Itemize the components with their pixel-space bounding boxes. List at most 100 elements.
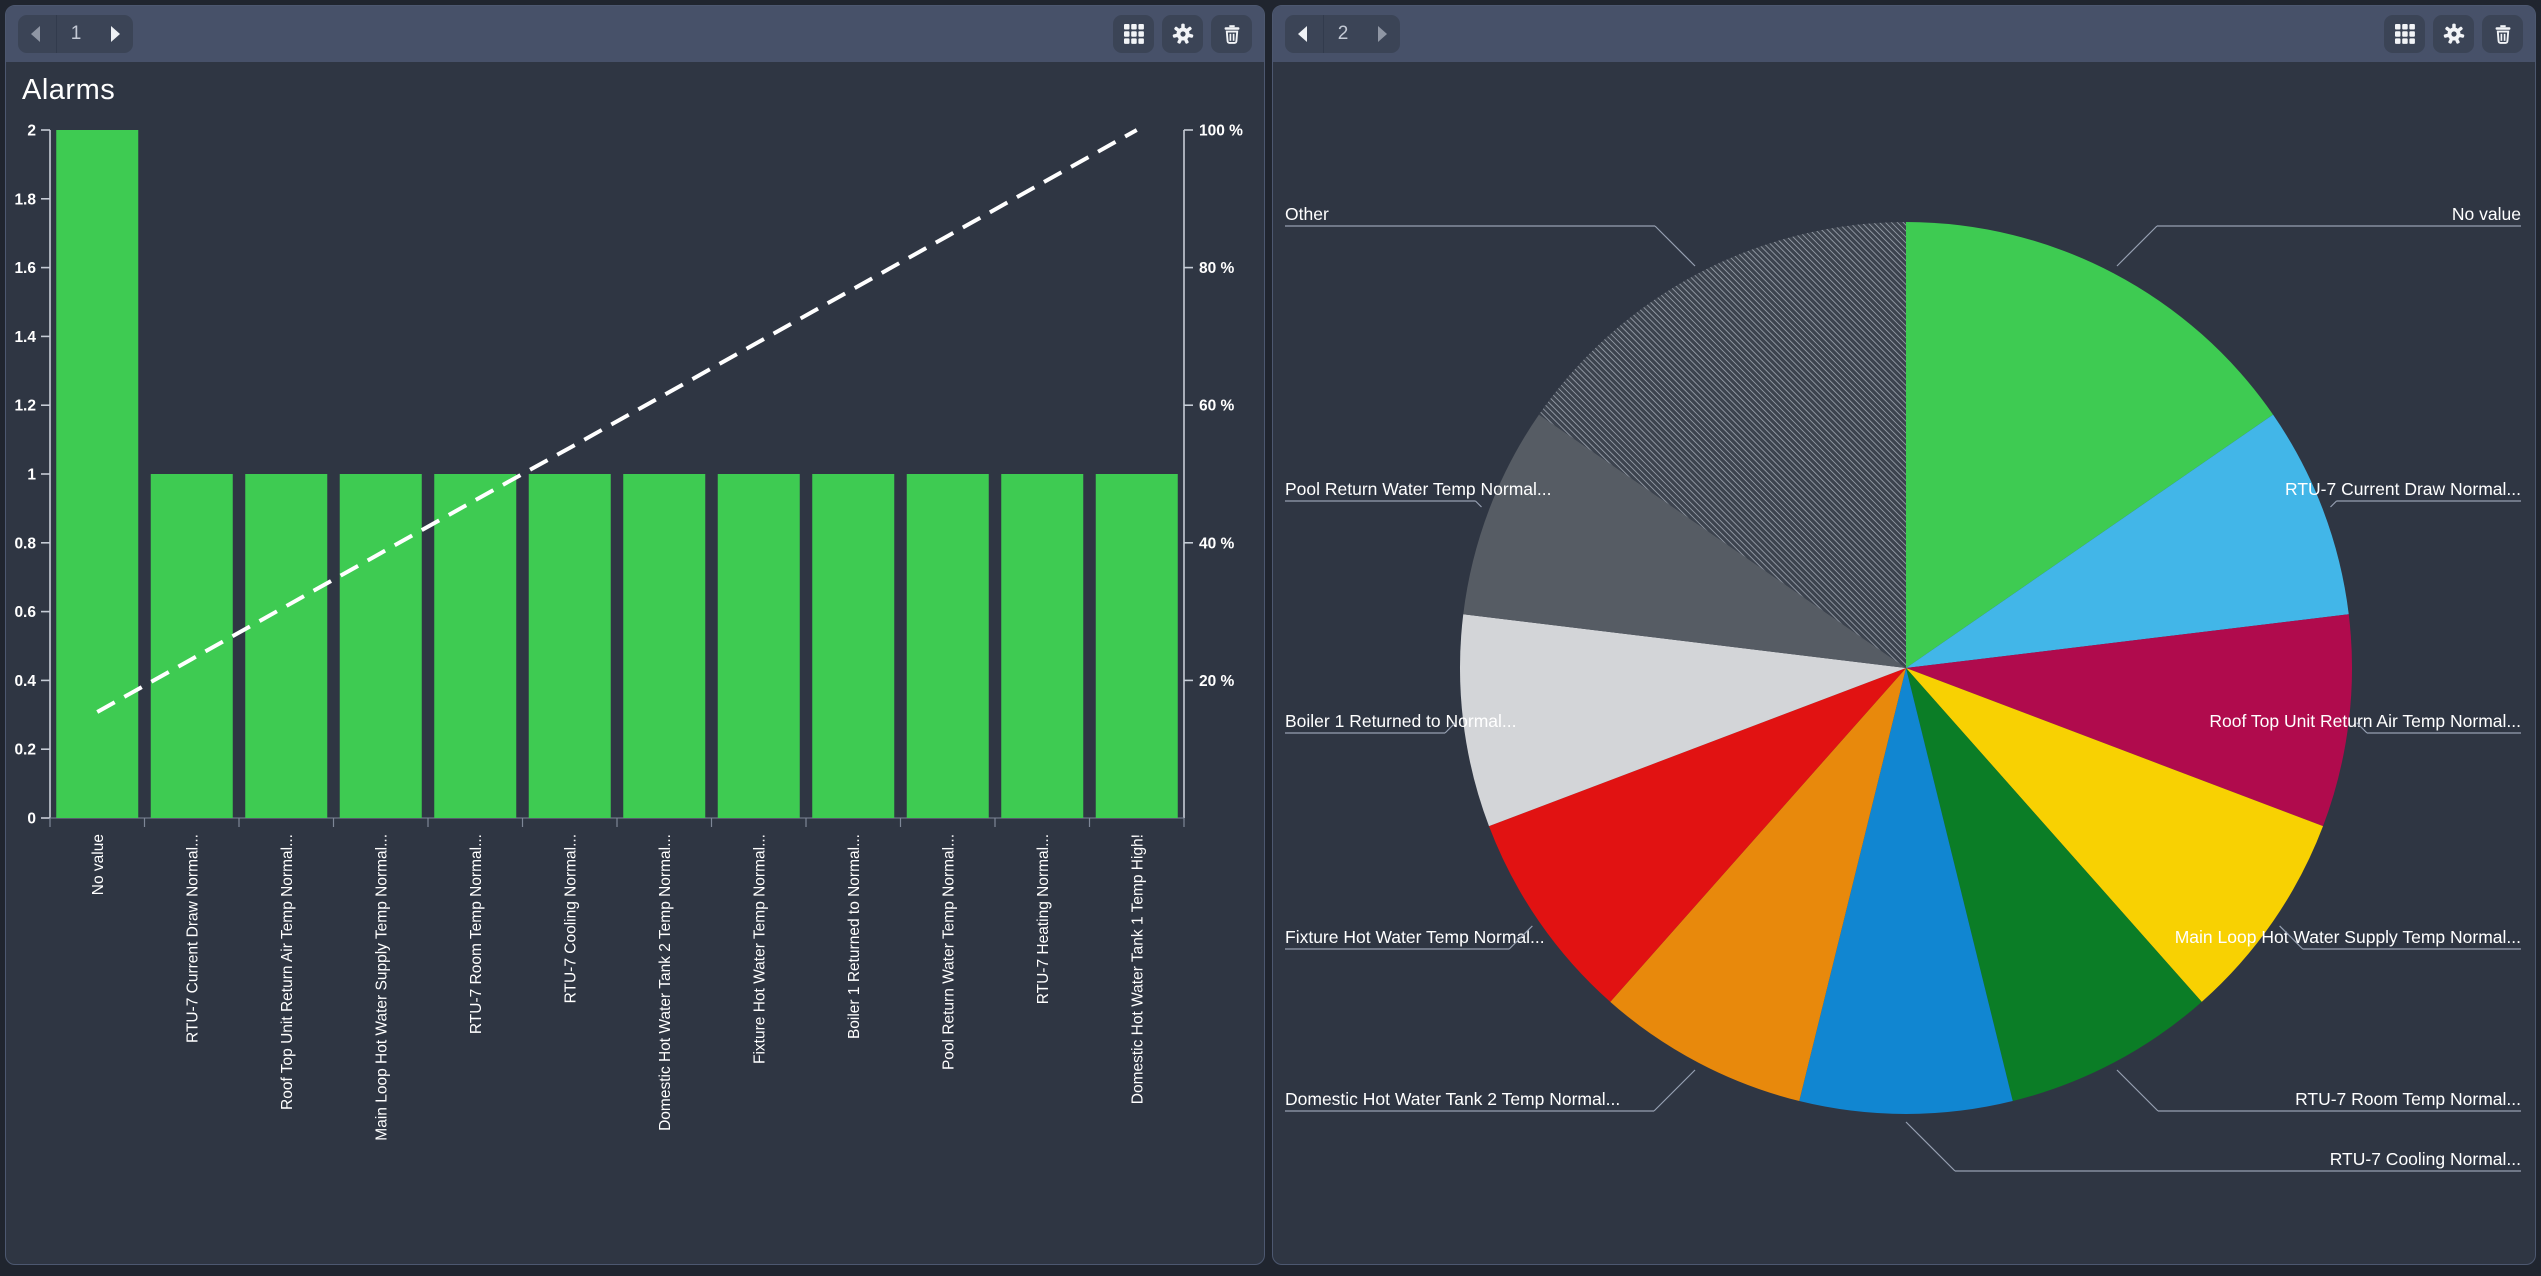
label-leader-line — [1475, 500, 1482, 508]
percent-axis-label: 20 % — [1199, 673, 1235, 690]
grid-icon — [2394, 24, 2415, 44]
x-axis-label: Domestic Hot Water Tank 2 Temp Normal... — [657, 834, 674, 1131]
settings-button[interactable] — [2433, 15, 2474, 53]
prev-page-button[interactable] — [18, 15, 56, 53]
y-axis-label: 0.8 — [14, 535, 36, 552]
bar-chart-area: Alarms 0 0.2 0.4 0.6 0.8 1 1.2 1.4 1.6 1.8 2 20 % 40… — [6, 62, 1264, 1264]
x-axis-label: Pool Return Water Temp Normal... — [940, 834, 957, 1070]
bar[interactable] — [150, 474, 233, 818]
pie-slice-label[interactable]: Domestic Hot Water Tank 2 Temp Normal... — [1285, 1089, 1620, 1109]
pie-slice-label[interactable]: RTU-7 Current Draw Normal... — [2285, 479, 2521, 499]
label-leader-line — [1654, 225, 1696, 267]
bar[interactable] — [1001, 474, 1084, 818]
settings-button[interactable] — [1162, 15, 1203, 53]
pie-slice[interactable] — [1460, 614, 1906, 827]
chevron-left-icon — [31, 26, 40, 42]
pareto-chart[interactable]: 0 0.2 0.4 0.6 0.8 1 1.2 1.4 1.6 1.8 2 20 % 40 % 60 % 8… — [6, 62, 1262, 1262]
label-leader-line — [2116, 225, 2158, 267]
cumulative-line[interactable] — [96, 128, 1138, 714]
page-number: 1 — [56, 15, 95, 53]
page-number: 2 — [1323, 15, 1362, 53]
gear-icon — [1172, 23, 1193, 44]
pie-slice-label[interactable]: No value — [2452, 204, 2521, 224]
y-axis-label: 0 — [27, 811, 36, 828]
delete-widget-button[interactable] — [2482, 15, 2523, 53]
pie-slice-label[interactable]: RTU-7 Room Temp Normal... — [2295, 1089, 2521, 1109]
x-axis-label: RTU-7 Current Draw Normal... — [184, 834, 201, 1043]
pie-slice-label[interactable]: Boiler 1 Returned to Normal... — [1285, 711, 1517, 731]
label-leader-line — [1653, 1069, 1696, 1112]
label-leader-line — [1508, 925, 1533, 950]
pie-chart-area: No value RTU-7 Current Draw Normal... Roof… — [1273, 62, 2535, 1264]
pie-chart[interactable]: No value RTU-7 Current Draw Normal... Roof… — [1273, 62, 2533, 1262]
trash-icon — [1224, 25, 1239, 44]
bar[interactable] — [245, 474, 328, 818]
pie-slice[interactable] — [1906, 668, 2202, 1102]
bar[interactable] — [528, 474, 611, 818]
panel-toolbar: 2 — [1273, 6, 2535, 62]
chevron-right-icon — [1378, 26, 1387, 42]
y-axis-label: 1.4 — [14, 329, 36, 346]
pie-slice[interactable] — [1463, 414, 1906, 668]
pie-slice[interactable] — [1906, 414, 2349, 668]
x-axis-label: RTU-7 Cooling Normal... — [562, 834, 579, 1003]
next-page-button[interactable] — [95, 15, 133, 53]
chevron-right-icon — [111, 26, 120, 42]
pie-slice[interactable] — [1906, 222, 2274, 668]
percent-axis-label: 100 % — [1199, 123, 1243, 140]
x-axis-label: No value — [90, 834, 107, 895]
chevron-left-icon — [1298, 26, 1307, 42]
pie-slice[interactable] — [1799, 668, 2013, 1115]
bar[interactable] — [434, 474, 517, 818]
percent-axis-label: 40 % — [1199, 535, 1235, 552]
bar[interactable] — [1095, 474, 1178, 818]
pie-slice-label[interactable]: Pool Return Water Temp Normal... — [1285, 479, 1551, 499]
bar[interactable] — [717, 474, 800, 818]
prev-page-button[interactable] — [1285, 15, 1323, 53]
chart-title: Alarms — [22, 74, 116, 106]
delete-widget-button[interactable] — [1211, 15, 1252, 53]
bar[interactable] — [56, 130, 139, 818]
label-leader-line — [1444, 722, 1456, 734]
toolbar-icons — [1113, 15, 1252, 53]
pie-slice[interactable] — [1906, 668, 2324, 1002]
pie-slice[interactable] — [1906, 614, 2352, 827]
y-axis-label: 1.6 — [14, 260, 36, 277]
grid-icon — [1123, 24, 1144, 44]
pager: 1 — [18, 15, 133, 53]
x-axis-label: Boiler 1 Returned to Normal... — [846, 834, 863, 1039]
bar[interactable] — [812, 474, 895, 818]
pie-slice-label[interactable]: Other — [1285, 204, 1329, 224]
pie-slice-label[interactable]: Main Loop Hot Water Supply Temp Normal..… — [2175, 927, 2521, 947]
bar[interactable] — [623, 474, 706, 818]
alarms-bar-panel: 1 — [5, 5, 1265, 1265]
toolbar-icons — [2384, 15, 2523, 53]
y-axis-label: 1 — [27, 467, 36, 484]
trash-icon — [2495, 25, 2510, 44]
percent-axis-label: 60 % — [1199, 398, 1235, 415]
bar[interactable] — [339, 474, 422, 818]
pie-slice[interactable] — [1488, 668, 1906, 1002]
panel-toolbar: 1 — [6, 6, 1264, 62]
percent-axis-label: 80 % — [1199, 260, 1235, 277]
label-leader-line — [2279, 925, 2304, 950]
x-axis-label: Roof Top Unit Return Air Temp Normal... — [279, 834, 296, 1110]
label-leader-line — [2330, 500, 2337, 508]
next-page-button[interactable] — [1362, 15, 1400, 53]
x-axis-label: Domestic Hot Water Tank 1 Temp High! — [1129, 834, 1146, 1104]
gear-icon — [2443, 23, 2464, 44]
x-axis-label: Main Loop Hot Water Supply Temp Normal..… — [373, 834, 390, 1141]
pie-slice[interactable] — [1610, 668, 1906, 1102]
pie-slice-label[interactable]: RTU-7 Cooling Normal... — [2330, 1149, 2521, 1169]
grid-view-button[interactable] — [2384, 15, 2425, 53]
y-axis-label: 0.4 — [14, 673, 36, 690]
pie-slice-label[interactable]: Fixture Hot Water Temp Normal... — [1285, 927, 1545, 947]
grid-view-button[interactable] — [1113, 15, 1154, 53]
pie-slice[interactable] — [1538, 222, 1906, 668]
pie-slice-label[interactable]: Roof Top Unit Return Air Temp Normal... — [2209, 711, 2521, 731]
x-axis-label: RTU-7 Heating Normal... — [1035, 834, 1052, 1004]
label-leader-line — [2356, 722, 2368, 734]
y-axis-label: 0.6 — [14, 604, 36, 621]
x-axis-label: RTU-7 Room Temp Normal... — [468, 834, 485, 1034]
bar[interactable] — [906, 474, 989, 818]
